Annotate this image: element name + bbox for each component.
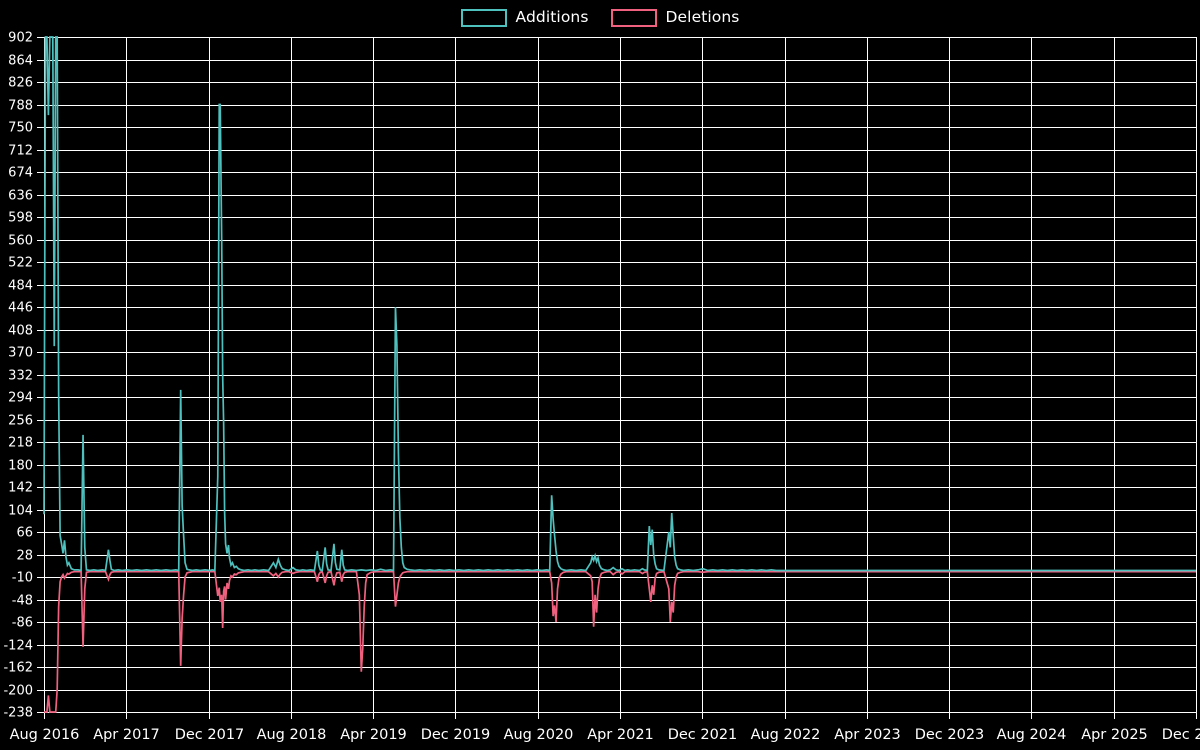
x-axis-tick-label: Apr 2017: [93, 727, 160, 743]
y-axis-tick-label: 750: [8, 121, 33, 136]
y-axis-tick-label: -238: [3, 706, 33, 721]
y-axis-tick-label: 484: [8, 279, 33, 294]
x-axis-tick-label: Dec 2025: [1162, 727, 1200, 743]
y-axis-tick-label: 826: [8, 76, 33, 91]
x-axis-labels: Aug 2016 Apr 2017 Dec 2017 Aug 2018 Apr 2019…: [10, 727, 1200, 743]
x-axis-tick-label: Aug 2022: [751, 727, 821, 743]
y-axis-tick-label: -48: [12, 594, 33, 609]
y-axis-tick-label: 370: [8, 346, 33, 361]
y-axis-tick-label: -162: [3, 661, 33, 676]
y-axis-tick-label: 256: [8, 414, 33, 429]
x-axis-tick-label: Apr 2023: [834, 727, 901, 743]
y-axis-tick-label: 142: [8, 481, 33, 496]
y-axis-tick-label: 332: [8, 369, 33, 384]
x-axis-tick-label: Dec 2019: [421, 727, 491, 743]
x-axis-tick-label: Aug 2020: [504, 727, 574, 743]
y-axis-tick-label: 66: [16, 526, 33, 541]
y-axis-tick-label: 636: [8, 189, 33, 204]
y-axis-tick-label: 28: [16, 549, 33, 564]
y-axis-tick-label: 104: [8, 504, 33, 519]
y-gridlines: [37, 36, 1196, 714]
x-axis-tick-label: Apr 2021: [587, 727, 654, 743]
x-axis-tick-label: Aug 2024: [997, 727, 1067, 743]
y-axis-tick-label: 788: [8, 99, 33, 114]
x-axis-tick-label: Dec 2023: [915, 727, 985, 743]
x-axis-tick-label: Aug 2018: [257, 727, 327, 743]
y-axis-tick-label: 218: [8, 436, 33, 451]
y-axis-tick-label: 560: [8, 234, 33, 249]
y-axis-tick-label: 446: [8, 301, 33, 316]
y-axis-tick-label: 522: [8, 256, 33, 271]
y-axis-tick-label: 408: [8, 324, 33, 339]
y-axis-tick-label: 864: [8, 54, 33, 69]
y-axis-tick-label: -10: [12, 571, 33, 586]
y-axis-labels: 902 864 826 788 750 712 674 636 598 560 522 484 446 4…: [3, 31, 33, 721]
y-axis-tick-label: -86: [12, 616, 33, 631]
y-axis-tick-label: 712: [8, 144, 33, 159]
series-line-deletions: [44, 570, 1196, 713]
y-axis-tick-label: 180: [8, 459, 33, 474]
x-axis-tick-label: Dec 2017: [175, 727, 245, 743]
series-line-additions: [43, 36, 1196, 572]
y-axis-tick-label: 674: [8, 166, 33, 181]
y-axis-tick-label: 902: [8, 31, 33, 46]
x-axis-tick-label: Apr 2019: [340, 727, 407, 743]
x-axis-tick-label: Aug 2016: [10, 727, 80, 743]
x-gridlines: [43, 37, 1198, 719]
y-axis-tick-label: 294: [8, 391, 33, 406]
y-axis-tick-label: -200: [3, 684, 33, 699]
y-axis-tick-label: 598: [8, 211, 33, 226]
x-axis-tick-label: Dec 2021: [668, 727, 738, 743]
y-axis-tick-label: -124: [3, 639, 33, 654]
x-axis-tick-label: Apr 2025: [1081, 727, 1148, 743]
